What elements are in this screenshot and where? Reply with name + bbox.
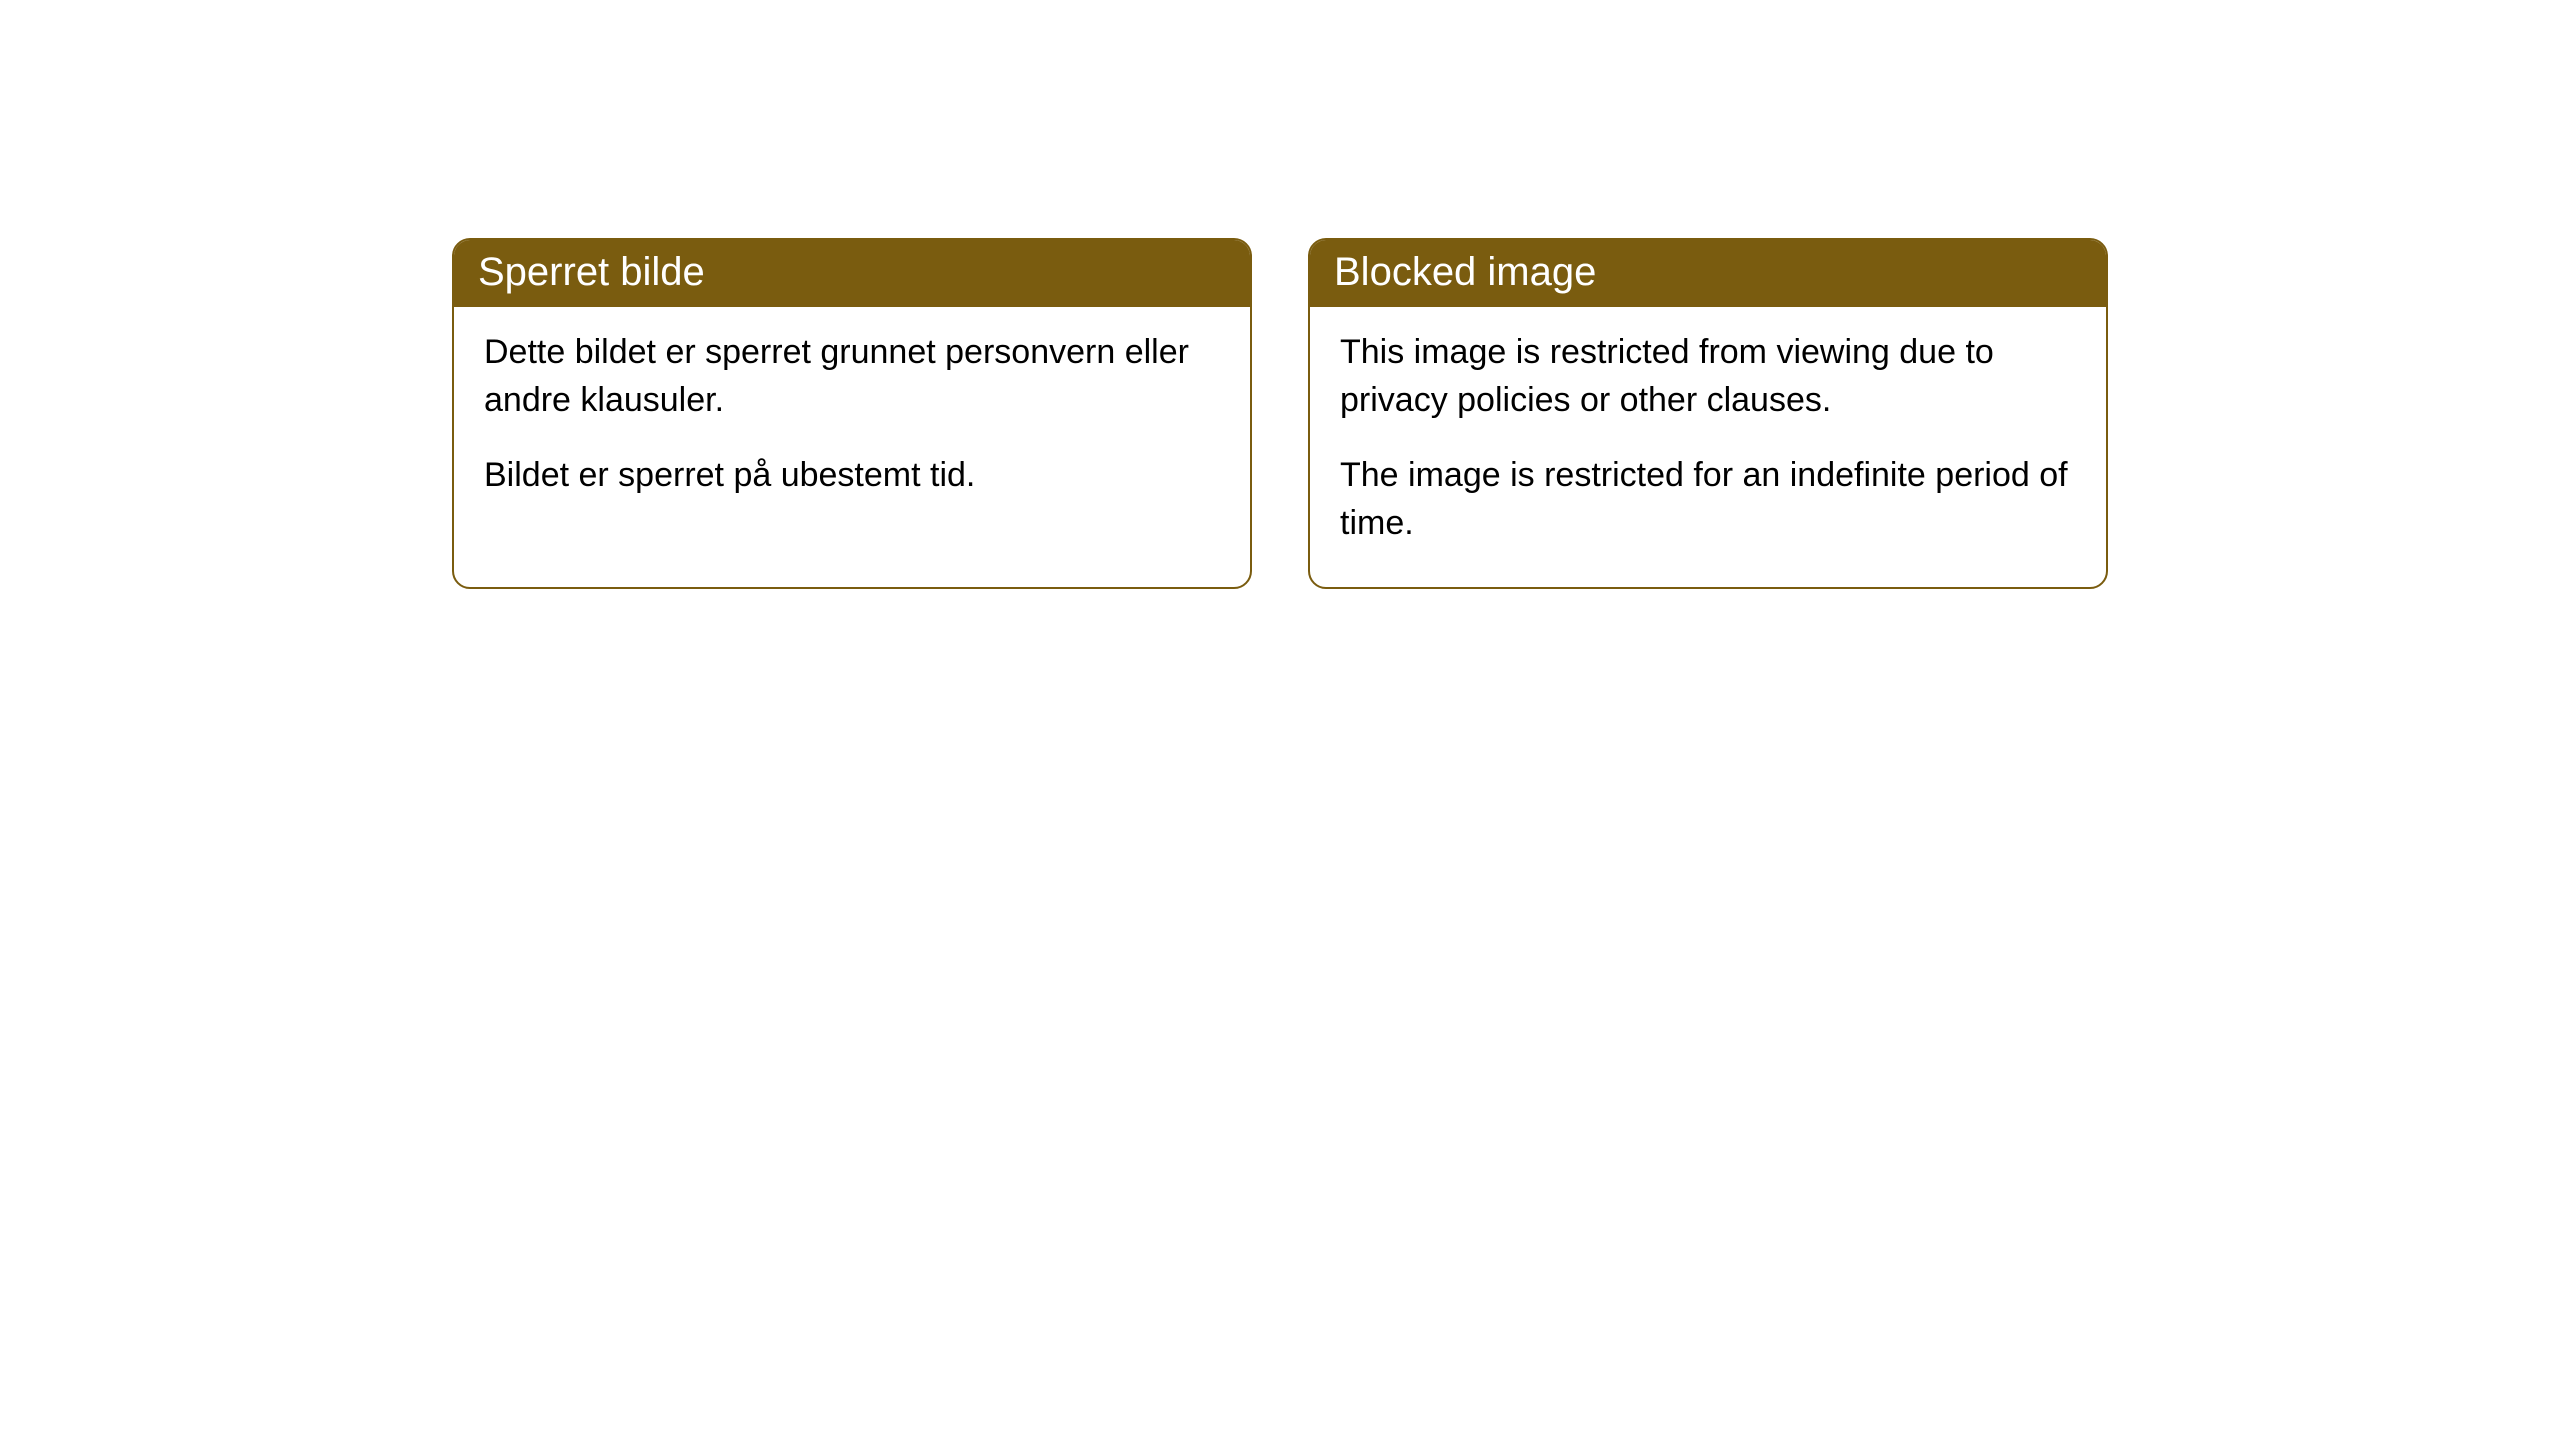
card-paragraph: The image is restricted for an indefinit… (1340, 452, 2076, 547)
notice-cards-container: Sperret bilde Dette bildet er sperret gr… (0, 238, 2560, 589)
card-paragraph: Dette bildet er sperret grunnet personve… (484, 329, 1220, 424)
blocked-image-card-norwegian: Sperret bilde Dette bildet er sperret gr… (452, 238, 1252, 589)
card-body-english: This image is restricted from viewing du… (1310, 307, 2106, 587)
card-body-norwegian: Dette bildet er sperret grunnet personve… (454, 307, 1250, 540)
card-title: Blocked image (1334, 250, 1596, 294)
card-title: Sperret bilde (478, 250, 705, 294)
card-paragraph: This image is restricted from viewing du… (1340, 329, 2076, 424)
card-header-norwegian: Sperret bilde (454, 240, 1250, 307)
blocked-image-card-english: Blocked image This image is restricted f… (1308, 238, 2108, 589)
card-header-english: Blocked image (1310, 240, 2106, 307)
card-paragraph: Bildet er sperret på ubestemt tid. (484, 452, 1220, 500)
